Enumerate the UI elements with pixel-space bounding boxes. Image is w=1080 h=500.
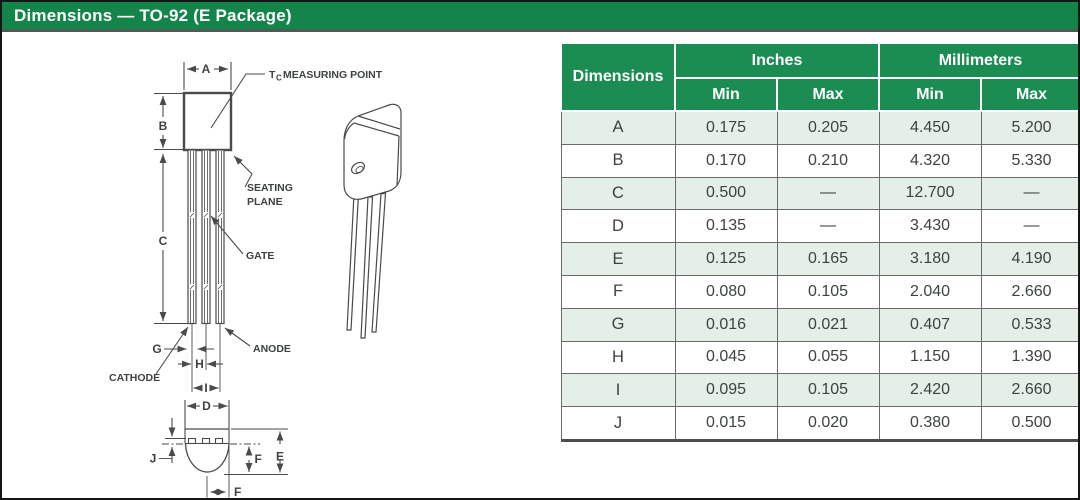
tc-measuring-point-label: MEASURING POINT — [283, 69, 383, 81]
cell-in-min: 0.500 — [674, 176, 778, 211]
cell-mm-min: 4.450 — [878, 110, 982, 145]
cell-mm-max: — — [980, 209, 1078, 244]
cell-in-max: 0.105 — [776, 373, 880, 408]
table-row: F 0.080 0.105 2.040 2.660 — [560, 274, 1078, 309]
cell-in-min: 0.135 — [674, 209, 778, 244]
cell-mm-max: 5.200 — [980, 110, 1078, 145]
dim-label-a: A — [202, 62, 211, 76]
cell-dim: F — [560, 274, 676, 309]
cell-dim: B — [560, 143, 676, 178]
cell-in-min: 0.045 — [674, 340, 778, 375]
cell-mm-max: 0.500 — [980, 406, 1078, 442]
cell-mm-max: 2.660 — [980, 373, 1078, 408]
perspective-view — [343, 103, 402, 339]
table-row: A 0.175 0.205 4.450 5.200 — [560, 110, 1078, 145]
cell-mm-min: 2.040 — [878, 274, 982, 309]
table-row: C 0.500 — 12.700 — — [560, 176, 1078, 211]
cell-dim: I — [560, 373, 676, 408]
cell-in-min: 0.125 — [674, 242, 778, 276]
table-header-row-minmax: Min Max Min Max — [561, 77, 1078, 112]
to92-package-drawing: A B C G H I T C MEASURING POINT SEATING … — [109, 62, 402, 499]
section-title-bar: Dimensions — TO-92 (E Package) — [2, 2, 1078, 32]
package-leads — [187, 149, 225, 325]
dim-label-f-radius: F — [234, 485, 241, 499]
cell-mm-min: 12.700 — [878, 176, 982, 211]
cell-dim: E — [560, 242, 676, 276]
dim-label-f-depth: F — [255, 452, 262, 466]
cell-mm-min: 2.420 — [878, 373, 982, 408]
cell-in-min: 0.080 — [674, 274, 778, 309]
cell-in-min: 0.170 — [674, 143, 778, 178]
table-row: D 0.135 — 3.430 — — [560, 209, 1078, 244]
section-title: Dimensions — TO-92 (E Package) — [14, 6, 292, 25]
cell-in-max: 0.055 — [776, 340, 880, 375]
cell-in-max: — — [776, 209, 880, 244]
dimensions-table: Dimensions Inches Millimeters Min Max Mi… — [560, 42, 1078, 442]
bottom-view — [159, 400, 288, 498]
cell-in-min: 0.095 — [674, 373, 778, 408]
dim-label-e: E — [276, 450, 284, 464]
cell-in-max: 0.210 — [776, 143, 880, 178]
table-row: G 0.016 0.021 0.407 0.533 — [560, 307, 1078, 342]
dim-label-h: H — [195, 357, 204, 371]
cell-mm-max: 0.533 — [980, 307, 1078, 342]
cell-mm-min: 0.407 — [878, 307, 982, 342]
cell-in-max: 0.105 — [776, 274, 880, 309]
col-header-millimeters: Millimeters — [878, 42, 1078, 79]
cell-in-max: 0.165 — [776, 242, 880, 276]
tc-measuring-point-prefix: T — [269, 69, 276, 81]
cell-mm-max: — — [980, 176, 1078, 211]
cell-in-min: 0.016 — [674, 307, 778, 342]
cell-dim: A — [560, 110, 676, 145]
col-header-mm-max: Max — [980, 77, 1078, 112]
seating-plane-label-line1: SEATING — [247, 182, 293, 194]
cell-mm-min: 1.150 — [878, 340, 982, 375]
cell-dim: J — [560, 406, 676, 442]
anode-label: ANODE — [253, 343, 291, 355]
cell-mm-max: 2.660 — [980, 274, 1078, 309]
dim-label-d: D — [202, 399, 211, 413]
col-header-inches: Inches — [674, 42, 880, 79]
gate-label: GATE — [246, 250, 274, 262]
tc-measuring-point-subscript: C — [276, 74, 282, 83]
cell-dim: H — [560, 340, 676, 375]
cell-in-max: 0.020 — [776, 406, 880, 442]
col-header-dimensions: Dimensions — [560, 42, 676, 112]
cell-mm-min: 0.380 — [878, 406, 982, 442]
table-row: H 0.045 0.055 1.150 1.390 — [560, 340, 1078, 375]
front-view — [154, 62, 265, 392]
cell-dim: D — [560, 209, 676, 244]
cell-dim: C — [560, 176, 676, 211]
cathode-label: CATHODE — [109, 372, 160, 384]
cell-in-max: 0.021 — [776, 307, 880, 342]
cell-mm-max: 1.390 — [980, 340, 1078, 375]
col-header-inches-min: Min — [674, 77, 778, 112]
cell-mm-min: 3.180 — [878, 242, 982, 276]
table-header-row-units: Dimensions Inches Millimeters — [560, 42, 1078, 112]
package-body-outline — [182, 91, 233, 152]
cell-dim: G — [560, 307, 676, 342]
cell-in-max: 0.205 — [776, 110, 880, 145]
cell-in-min: 0.175 — [674, 110, 778, 145]
cell-in-max: — — [776, 176, 880, 211]
cell-mm-min: 4.320 — [878, 143, 982, 178]
col-header-inches-max: Max — [776, 77, 880, 112]
cell-mm-max: 5.330 — [980, 143, 1078, 178]
cell-in-min: 0.015 — [674, 406, 778, 442]
table-row: I 0.095 0.105 2.420 2.660 — [560, 373, 1078, 408]
table-row: J 0.015 0.020 0.380 0.500 — [560, 406, 1078, 442]
dim-label-j: J — [150, 452, 157, 466]
cell-mm-min: 3.430 — [878, 209, 982, 244]
dim-label-c: C — [159, 234, 168, 248]
dim-label-g: G — [152, 342, 161, 356]
table-row: E 0.125 0.165 3.180 4.190 — [560, 242, 1078, 276]
dim-label-b: B — [159, 119, 168, 133]
dim-label-i: I — [204, 381, 207, 395]
seating-plane-label-line2: PLANE — [247, 196, 283, 208]
cell-mm-max: 4.190 — [980, 242, 1078, 276]
table-row: B 0.170 0.210 4.320 5.330 — [560, 143, 1078, 178]
col-header-mm-min: Min — [878, 77, 982, 112]
